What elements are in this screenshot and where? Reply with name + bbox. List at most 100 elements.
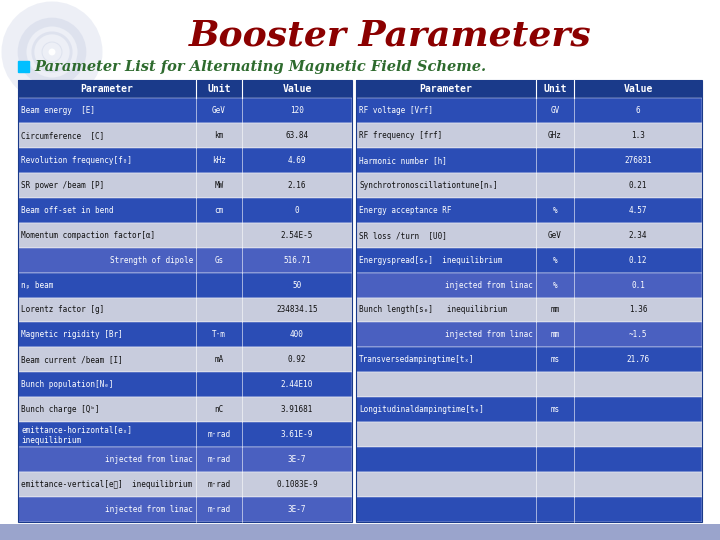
FancyBboxPatch shape bbox=[18, 273, 352, 298]
FancyBboxPatch shape bbox=[356, 397, 702, 422]
Text: 2.16: 2.16 bbox=[288, 181, 306, 190]
FancyBboxPatch shape bbox=[356, 123, 702, 148]
Text: 400: 400 bbox=[290, 330, 304, 340]
Text: 3.91681: 3.91681 bbox=[281, 405, 313, 414]
FancyBboxPatch shape bbox=[18, 123, 352, 148]
Text: Value: Value bbox=[624, 84, 653, 94]
Text: Unit: Unit bbox=[207, 84, 230, 94]
Text: 1.3: 1.3 bbox=[631, 131, 645, 140]
Text: inequilibrium: inequilibrium bbox=[21, 436, 81, 445]
FancyBboxPatch shape bbox=[18, 80, 352, 98]
Text: %: % bbox=[553, 255, 557, 265]
Text: 276831: 276831 bbox=[624, 156, 652, 165]
Text: Bunch length[sₑ]   inequilibrium: Bunch length[sₑ] inequilibrium bbox=[359, 306, 507, 314]
Text: Magnetic rigidity [Br]: Magnetic rigidity [Br] bbox=[21, 330, 122, 340]
Text: injected from linac: injected from linac bbox=[105, 455, 193, 464]
Text: %: % bbox=[553, 281, 557, 289]
Text: Beam off-set in bend: Beam off-set in bend bbox=[21, 206, 114, 215]
Text: m·rad: m·rad bbox=[207, 480, 230, 489]
Text: 0.21: 0.21 bbox=[629, 181, 647, 190]
Text: injected from linac: injected from linac bbox=[445, 330, 533, 340]
Text: 0: 0 bbox=[294, 206, 300, 215]
Text: 6: 6 bbox=[636, 106, 640, 115]
Text: 0.1: 0.1 bbox=[631, 281, 645, 289]
Text: nₚ beam: nₚ beam bbox=[21, 281, 53, 289]
Text: m·rad: m·rad bbox=[207, 430, 230, 439]
Text: 1.36: 1.36 bbox=[629, 306, 647, 314]
Text: 2.54E-5: 2.54E-5 bbox=[281, 231, 313, 240]
Text: Circumference  [C]: Circumference [C] bbox=[21, 131, 104, 140]
Text: 2.34: 2.34 bbox=[629, 231, 647, 240]
Text: Momentum compaction factor[α]: Momentum compaction factor[α] bbox=[21, 231, 155, 240]
Text: Revolution frequency[f₀]: Revolution frequency[f₀] bbox=[21, 156, 132, 165]
Text: Booster Parameters: Booster Parameters bbox=[189, 18, 591, 52]
FancyBboxPatch shape bbox=[18, 497, 352, 522]
FancyBboxPatch shape bbox=[0, 524, 720, 540]
FancyBboxPatch shape bbox=[356, 98, 702, 123]
Text: Transversedampingtime[tₓ]: Transversedampingtime[tₓ] bbox=[359, 355, 474, 364]
Text: Beam current /beam [I]: Beam current /beam [I] bbox=[21, 355, 122, 364]
Text: injected from linac: injected from linac bbox=[445, 281, 533, 289]
Text: Energyspread[sₑ]  inequilibrium: Energyspread[sₑ] inequilibrium bbox=[359, 255, 503, 265]
Text: 0.1083E-9: 0.1083E-9 bbox=[276, 480, 318, 489]
FancyBboxPatch shape bbox=[18, 298, 352, 322]
FancyBboxPatch shape bbox=[18, 222, 352, 248]
Text: RF voltage [Vrf]: RF voltage [Vrf] bbox=[359, 106, 433, 115]
Text: GHz: GHz bbox=[548, 131, 562, 140]
Text: 0.12: 0.12 bbox=[629, 255, 647, 265]
FancyBboxPatch shape bbox=[356, 198, 702, 222]
Text: 4.69: 4.69 bbox=[288, 156, 306, 165]
FancyBboxPatch shape bbox=[356, 298, 702, 322]
FancyBboxPatch shape bbox=[356, 422, 702, 447]
FancyBboxPatch shape bbox=[18, 61, 29, 72]
FancyBboxPatch shape bbox=[356, 222, 702, 248]
Text: RF frequency [frf]: RF frequency [frf] bbox=[359, 131, 442, 140]
Text: SR loss /turn  [U0]: SR loss /turn [U0] bbox=[359, 231, 447, 240]
FancyBboxPatch shape bbox=[18, 98, 352, 123]
Text: 21.76: 21.76 bbox=[626, 355, 649, 364]
FancyBboxPatch shape bbox=[18, 422, 352, 447]
Text: Bunch population[Nₑ]: Bunch population[Nₑ] bbox=[21, 380, 114, 389]
Text: T·m: T·m bbox=[212, 330, 226, 340]
Text: ms: ms bbox=[550, 405, 559, 414]
Text: 0.92: 0.92 bbox=[288, 355, 306, 364]
Text: 63.84: 63.84 bbox=[285, 131, 309, 140]
Text: Strength of dipole: Strength of dipole bbox=[109, 255, 193, 265]
Text: 2.44E10: 2.44E10 bbox=[281, 380, 313, 389]
Text: injected from linac: injected from linac bbox=[105, 505, 193, 514]
Text: cm: cm bbox=[215, 206, 224, 215]
Text: GeV: GeV bbox=[212, 106, 226, 115]
Text: GV: GV bbox=[550, 106, 559, 115]
Text: Bunch charge [Qᵇ]: Bunch charge [Qᵇ] bbox=[21, 405, 99, 414]
Text: Synchrotronoscillationtune[nₛ]: Synchrotronoscillationtune[nₛ] bbox=[359, 181, 498, 190]
FancyBboxPatch shape bbox=[18, 447, 352, 472]
FancyBboxPatch shape bbox=[356, 447, 702, 472]
FancyBboxPatch shape bbox=[356, 248, 702, 273]
Text: Lorentz factor [g]: Lorentz factor [g] bbox=[21, 306, 104, 314]
FancyBboxPatch shape bbox=[18, 373, 352, 397]
Text: 3E-7: 3E-7 bbox=[288, 505, 306, 514]
Text: Harmonic number [h]: Harmonic number [h] bbox=[359, 156, 447, 165]
Text: Value: Value bbox=[282, 84, 312, 94]
Text: mA: mA bbox=[215, 355, 224, 364]
FancyBboxPatch shape bbox=[356, 322, 702, 347]
Text: m·rad: m·rad bbox=[207, 505, 230, 514]
Text: 234834.15: 234834.15 bbox=[276, 306, 318, 314]
FancyBboxPatch shape bbox=[356, 80, 702, 98]
FancyBboxPatch shape bbox=[356, 148, 702, 173]
Text: Unit: Unit bbox=[544, 84, 567, 94]
Text: Parameter List for Alternating Magnetic Field Scheme.: Parameter List for Alternating Magnetic … bbox=[34, 60, 486, 74]
Text: emittance-horizontal[eₓ]: emittance-horizontal[eₓ] bbox=[21, 425, 132, 434]
FancyBboxPatch shape bbox=[18, 322, 352, 347]
Text: nC: nC bbox=[215, 405, 224, 414]
FancyBboxPatch shape bbox=[18, 397, 352, 422]
FancyBboxPatch shape bbox=[18, 148, 352, 173]
Text: 3E-7: 3E-7 bbox=[288, 455, 306, 464]
Text: 4.57: 4.57 bbox=[629, 206, 647, 215]
FancyBboxPatch shape bbox=[18, 248, 352, 273]
FancyBboxPatch shape bbox=[356, 273, 702, 298]
FancyBboxPatch shape bbox=[18, 472, 352, 497]
Text: GeV: GeV bbox=[548, 231, 562, 240]
Text: Parameter: Parameter bbox=[81, 84, 133, 94]
Text: 120: 120 bbox=[290, 106, 304, 115]
